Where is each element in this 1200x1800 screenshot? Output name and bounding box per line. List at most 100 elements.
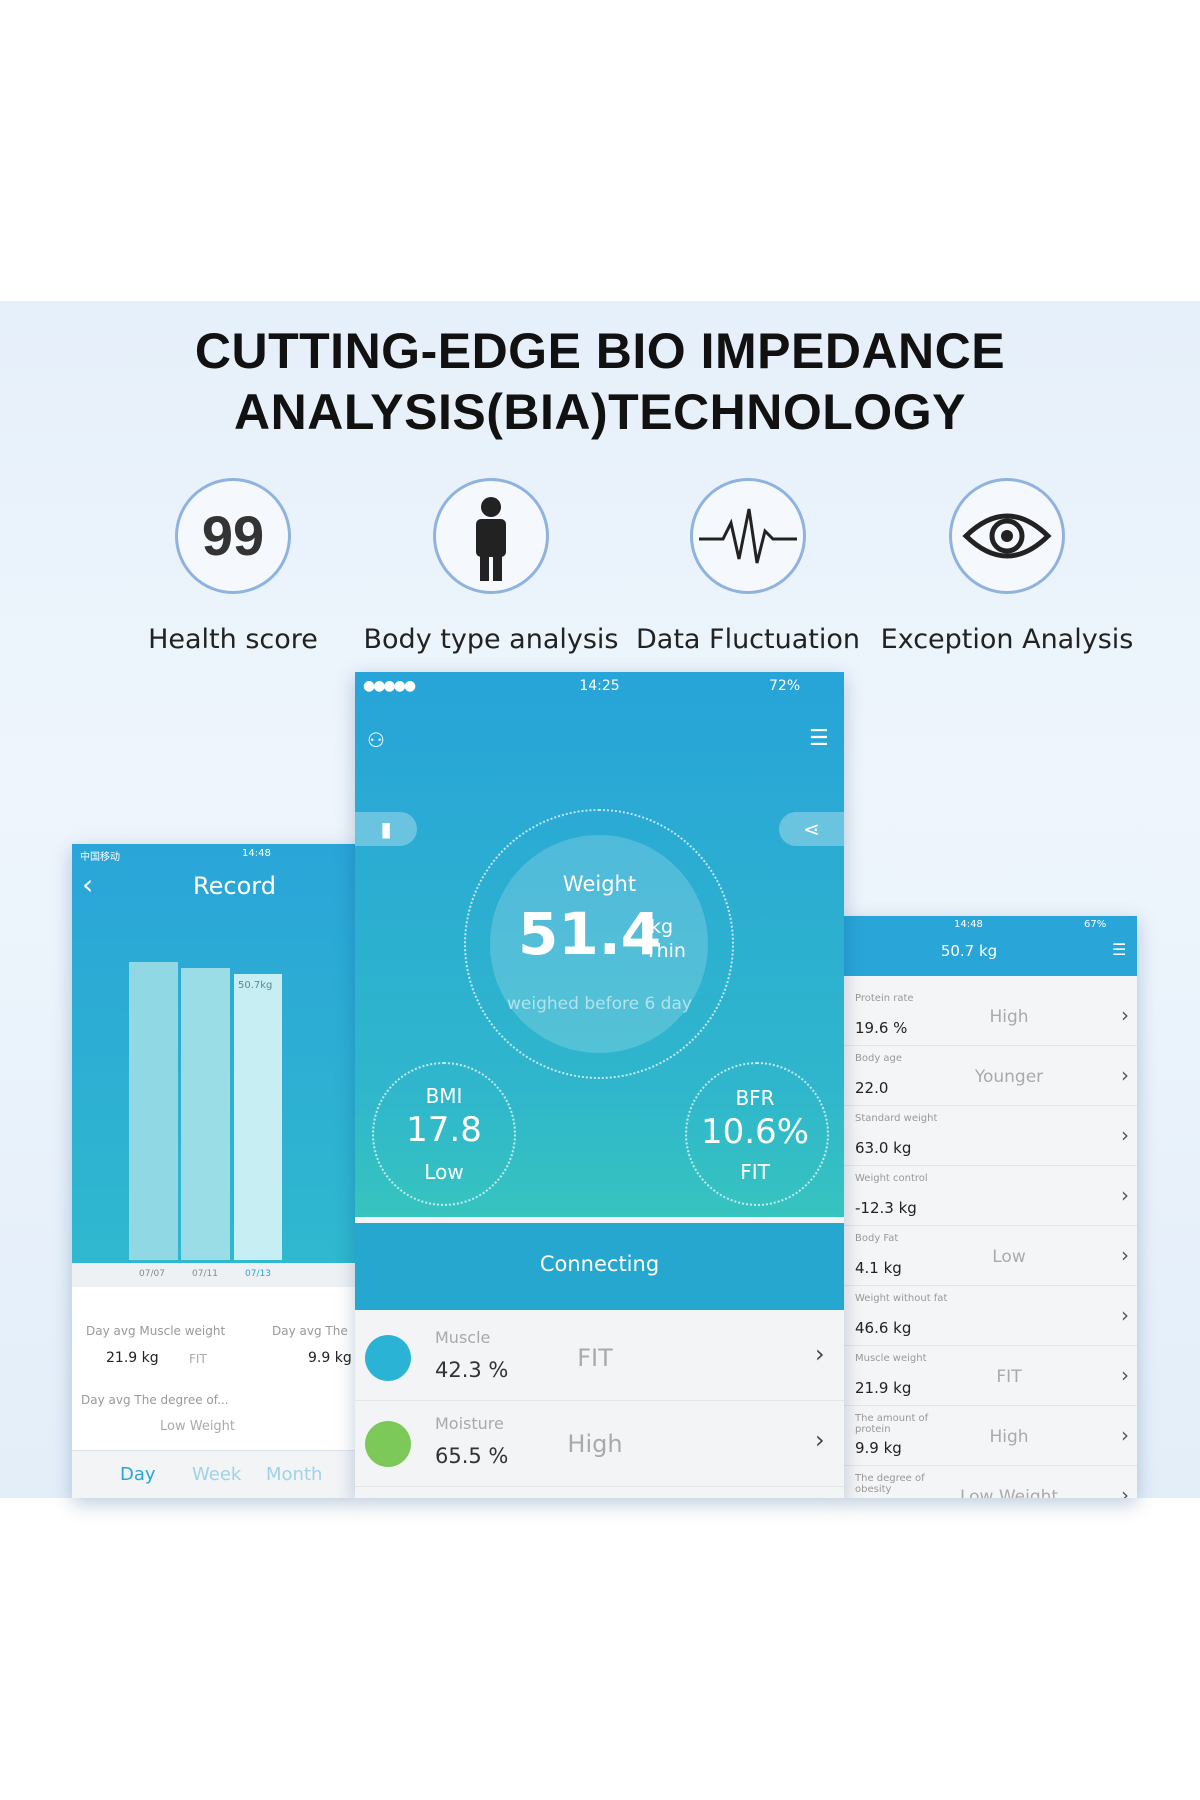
metric-row[interactable]: Muscle 42.3 % FIT › (355, 1314, 844, 1401)
bmi-label: BMI (425, 1084, 463, 1108)
tab-bar (72, 1450, 355, 1498)
back-button[interactable]: ‹ (82, 868, 94, 901)
detail-row[interactable]: Body age 22.0 Younger › (844, 1045, 1137, 1106)
screen-title: 50.7 kg (940, 942, 998, 960)
bfr-value: 10.6% (700, 1112, 809, 1152)
feature-label: Exception Analysis (880, 624, 1134, 655)
row-status: Low Weight (959, 1487, 1059, 1498)
detail-row[interactable]: Weight without fat 46.6 kg › (844, 1285, 1137, 1346)
row-value: 63.0 kg (855, 1139, 912, 1157)
bar (129, 962, 178, 1260)
chevron: › (1121, 1483, 1129, 1498)
feature-label: Body type analysis (363, 624, 619, 655)
detail-row[interactable]: Body Fat 4.1 kg Low › (844, 1225, 1137, 1286)
row-label: The degree of obesity (855, 1473, 925, 1495)
row-status: Low (992, 1247, 1026, 1267)
row-label: Weight control (855, 1173, 928, 1184)
title-line: ANALYSIS(BIA)TECHNOLOGY (234, 384, 966, 440)
row-label: Body age (855, 1053, 903, 1064)
metric-status: High (567, 1430, 623, 1458)
bmi-value: 17.8 (406, 1110, 482, 1150)
detail-row[interactable]: Weight control -12.3 kg › (844, 1165, 1137, 1226)
detail-row[interactable]: The amount of protein 9.9 kg High › (844, 1405, 1137, 1466)
bfr-status: FIT (740, 1160, 770, 1184)
metric-row[interactable]: Moisture 65.5 % High › (355, 1400, 844, 1487)
detail-row[interactable]: Muscle weight 21.9 kg FIT › (844, 1345, 1137, 1406)
metric-status: FIT (577, 1344, 613, 1372)
row-label: Weight without fat (855, 1293, 948, 1304)
tab[interactable]: Day (120, 1464, 156, 1485)
chevron: › (815, 1340, 825, 1368)
icon-graphic (962, 513, 1052, 559)
share-button[interactable]: ⋖ (779, 812, 844, 846)
chevron: › (815, 1426, 825, 1454)
connect-bar (355, 1223, 844, 1310)
menu-button[interactable]: ☰ (809, 726, 829, 751)
battery: 67% (1084, 919, 1107, 930)
feature-icon: 99 (175, 478, 291, 594)
feature-label: Health score (148, 624, 318, 655)
chevron: › (1121, 1363, 1129, 1387)
title-line: CUTTING-EDGE BIO IMPEDANCE (194, 323, 1006, 379)
bfr-ring (685, 1062, 829, 1206)
detail-row[interactable]: Standard weight 63.0 kg › (844, 1105, 1137, 1166)
menu-button[interactable]: ☰ (1112, 940, 1127, 959)
row-label: Protein rate (855, 993, 914, 1004)
metric-icon (365, 1421, 411, 1467)
bmi-status: Low (424, 1160, 464, 1184)
weight-label: Weight (562, 872, 637, 896)
metric-value: 65.5 % (435, 1444, 509, 1468)
date: 07/07 (139, 1269, 165, 1279)
row-value: 22.0 (855, 1079, 889, 1097)
row-status: High (989, 1427, 1029, 1447)
status-carrier: 中国移动 (80, 852, 120, 863)
feature-icon (690, 478, 806, 594)
profile-button[interactable]: ⚇ (367, 728, 385, 752)
row-value: 4.1 kg (855, 1259, 902, 1277)
stat-status: FIT (189, 1352, 207, 1366)
chevron: › (1121, 1243, 1129, 1267)
row-label: The amount of protein (855, 1413, 929, 1435)
connect-status[interactable]: Connecting (539, 1252, 660, 1276)
battery: 72% (769, 678, 801, 694)
tab[interactable]: Month (266, 1464, 323, 1485)
bar (234, 974, 282, 1260)
chevron: › (1121, 1123, 1129, 1147)
row-status: Younger (974, 1067, 1044, 1087)
detail-row[interactable]: Protein rate 19.6 % High › (844, 985, 1137, 1046)
tab[interactable]: Week (192, 1464, 242, 1485)
main-screen: ●●●●● 14:25 72% ⚇ ☰ ▮ ⋖ Weight 51.4 kg T… (355, 672, 844, 1498)
row-value: -12.3 kg (855, 1199, 917, 1217)
row-value: 19.6 % (855, 1019, 908, 1037)
outer-ring (464, 809, 734, 1079)
feature: Data Fluctuation (618, 478, 878, 655)
status-time: 14:25 (579, 678, 620, 694)
weight-value: 51.4 (518, 900, 662, 968)
metric-label: Muscle (435, 1328, 491, 1347)
stat-label: Day avg The degree of... (81, 1393, 229, 1407)
row-value: 9.9 kg (855, 1439, 902, 1457)
weight-status: Thin (645, 940, 686, 962)
bfr-label: BFR (735, 1086, 775, 1110)
row-value: 46.6 kg (855, 1319, 912, 1337)
icon-text: 99 (201, 504, 265, 567)
feature-icon (949, 478, 1065, 594)
date: 07/13 (245, 1269, 271, 1279)
row-label: Body Fat (855, 1233, 899, 1244)
screen-title: Record (193, 872, 276, 900)
chart-button[interactable]: ▮ (355, 812, 417, 846)
feature: Exception Analysis (877, 478, 1137, 655)
weight-unit: kg (650, 916, 674, 938)
metric-value: 42.3 % (435, 1358, 509, 1382)
detail-screen: 14:48 67% 50.7 kg ☰ Protein rate 19.6 % Hi… (844, 916, 1137, 1498)
stat-label: Day avg Muscle weight (86, 1324, 226, 1338)
chevron: › (1121, 1423, 1129, 1447)
metric-label: Moisture (435, 1414, 504, 1433)
date: 07/11 (192, 1269, 218, 1279)
row-value: 21.9 kg (855, 1379, 912, 1397)
record-screen: 中国移动 14:48 ‹ Record 50.7kg 07/07 07/11 0… (72, 844, 355, 1498)
feature-icon (433, 478, 549, 594)
detail-row[interactable]: The degree of obesity Low Weight › (844, 1465, 1137, 1498)
metric-icon (365, 1335, 411, 1381)
